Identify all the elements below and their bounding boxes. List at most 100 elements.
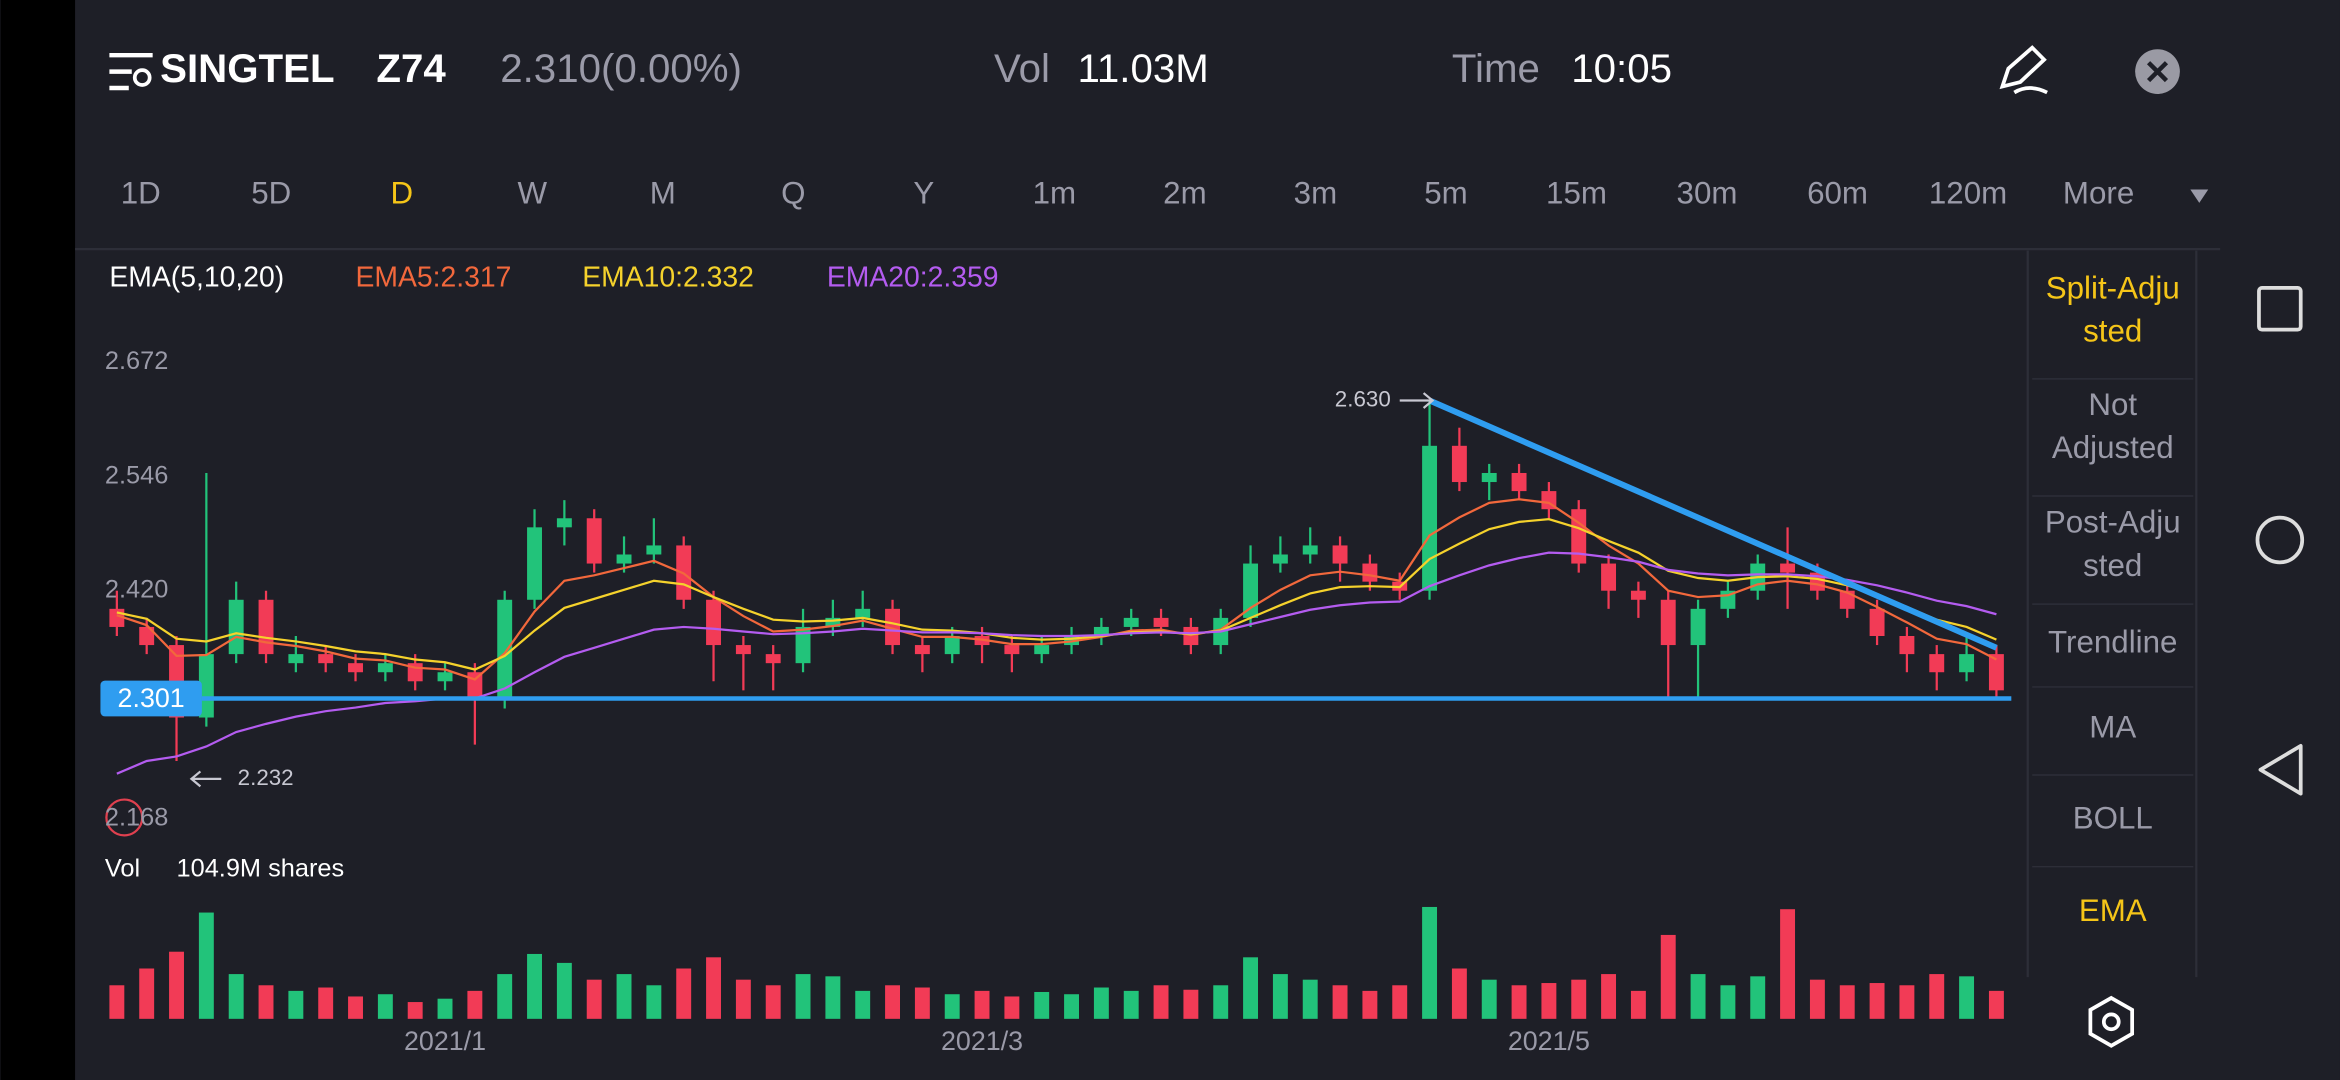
- period-tab[interactable]: D: [390, 176, 413, 211]
- volume-bar: [109, 985, 125, 1019]
- candle-body: [348, 663, 363, 673]
- edit-button[interactable]: [1999, 45, 2048, 95]
- settings-button[interactable]: [2088, 995, 2135, 1048]
- candle-body: [646, 545, 662, 555]
- period-tab[interactable]: 15m: [1546, 176, 1607, 211]
- marker-circle: [105, 798, 144, 837]
- panel-option[interactable]: EMA: [2079, 893, 2147, 928]
- time-label: Time: [1452, 46, 1540, 91]
- side-panel: Split-Adju sted Not Adjusted Post-Adju sted Tr…: [2032, 270, 2194, 928]
- volume-bar: [1809, 979, 1825, 1019]
- period-tab[interactable]: 5D: [251, 176, 291, 211]
- candle-body: [735, 645, 751, 655]
- panel-option-text: MA: [2089, 710, 2136, 745]
- panel-option[interactable]: Split-Adju sted: [2046, 270, 2180, 348]
- candle-body: [318, 654, 334, 664]
- candle-body: [1004, 645, 1020, 655]
- panel-option[interactable]: Not Adjusted: [2052, 387, 2174, 465]
- stock-code: Z74: [376, 46, 446, 91]
- volume-bar: [1064, 994, 1080, 1019]
- nav-recents[interactable]: [2257, 286, 2303, 332]
- volume-bar: [825, 976, 841, 1019]
- close-button[interactable]: [2135, 49, 2180, 94]
- panel-option[interactable]: MA: [2089, 710, 2136, 745]
- menu-icon[interactable]: [109, 52, 153, 91]
- left-edge: [0, 0, 76, 1080]
- period-tab[interactable]: 2m: [1163, 176, 1207, 211]
- panel-option-text: Split-Adju: [2046, 270, 2180, 305]
- panel-option[interactable]: Trendline: [2048, 625, 2177, 660]
- candle-body: [1362, 563, 1378, 582]
- annotation-arrow: [1399, 392, 1435, 409]
- period-tab[interactable]: 5m: [1424, 176, 1468, 211]
- candle-body: [1511, 472, 1527, 492]
- candle-body: [288, 654, 304, 664]
- pen-stroke: [2013, 86, 2048, 95]
- volume-bar: [1541, 983, 1557, 1019]
- period-tabs: 1D 5D D W M Q Y 1m 2m 3m 5m 15m 30m 60m 120m More: [121, 176, 2135, 211]
- candle-body: [139, 626, 155, 646]
- candle-body: [437, 672, 453, 682]
- panel-option[interactable]: BOLL: [2073, 801, 2153, 836]
- volume-bar: [855, 990, 871, 1019]
- candle-body: [1034, 645, 1050, 655]
- period-tab[interactable]: 60m: [1807, 176, 1868, 211]
- legend-entry: EMA20:2.359: [827, 261, 999, 293]
- vol-value: 11.03M: [1078, 46, 1209, 91]
- volume-bar: [258, 985, 274, 1019]
- volume-bar: [437, 998, 453, 1019]
- period-tab[interactable]: More: [2063, 176, 2134, 211]
- panel-option-text: BOLL: [2073, 801, 2153, 836]
- volume-bar: [1929, 974, 1945, 1019]
- panel-option-text: sted: [2083, 548, 2142, 583]
- period-tab[interactable]: 30m: [1677, 176, 1738, 211]
- period-tab[interactable]: W: [518, 176, 548, 211]
- settings-hex: [2088, 995, 2135, 1048]
- candle-body: [1481, 472, 1497, 483]
- period-tab[interactable]: Y: [913, 176, 934, 211]
- nav-back[interactable]: [2258, 743, 2303, 796]
- volume-bar: [1511, 985, 1527, 1019]
- panel-option[interactable]: Post-Adju sted: [2045, 505, 2181, 583]
- annotation-arrow: [189, 770, 222, 788]
- volume-bar: [1869, 983, 1885, 1019]
- more-caret[interactable]: [2190, 189, 2209, 203]
- panel-option-text: Trendline: [2048, 625, 2177, 660]
- y-tick-label: 2.420: [105, 575, 168, 603]
- candle-body: [914, 645, 930, 655]
- panel-option-text: sted: [2083, 314, 2142, 349]
- price-tag: [100, 680, 202, 717]
- candle-body: [527, 527, 542, 600]
- volume-bar: [1422, 906, 1438, 1019]
- volume-bar: [586, 979, 602, 1019]
- volume-bar: [1839, 985, 1855, 1019]
- volume-bar: [616, 974, 632, 1019]
- candle-body: [198, 654, 214, 718]
- period-tab[interactable]: 3m: [1294, 176, 1338, 211]
- x-tick-label: 2021/3: [941, 1026, 1023, 1056]
- time-value: 10:05: [1571, 46, 1672, 91]
- volume-label: 104.9M shares: [177, 854, 345, 882]
- y-tick-label: 2.672: [105, 347, 168, 375]
- period-tab[interactable]: 120m: [1929, 176, 2007, 211]
- volume-bar: [1213, 985, 1229, 1019]
- candle-body: [1571, 509, 1587, 564]
- volume-bar: [1392, 985, 1408, 1019]
- volume-bar: [198, 912, 214, 1019]
- period-tab[interactable]: Q: [781, 176, 805, 211]
- search-glyph: [132, 68, 152, 87]
- nav-home[interactable]: [2255, 515, 2305, 565]
- volume-bar: [1272, 974, 1288, 1019]
- volume-bar: [706, 957, 721, 1019]
- candle-body: [616, 554, 632, 564]
- volume-bar: [377, 994, 393, 1019]
- period-tab[interactable]: 1m: [1033, 176, 1077, 211]
- candle-body: [1302, 545, 1318, 555]
- candle-body: [1780, 563, 1796, 573]
- y-tick-label: 2.546: [105, 461, 168, 489]
- period-tab[interactable]: M: [650, 176, 676, 211]
- candle-body: [556, 518, 572, 528]
- period-tab[interactable]: 1D: [121, 176, 161, 211]
